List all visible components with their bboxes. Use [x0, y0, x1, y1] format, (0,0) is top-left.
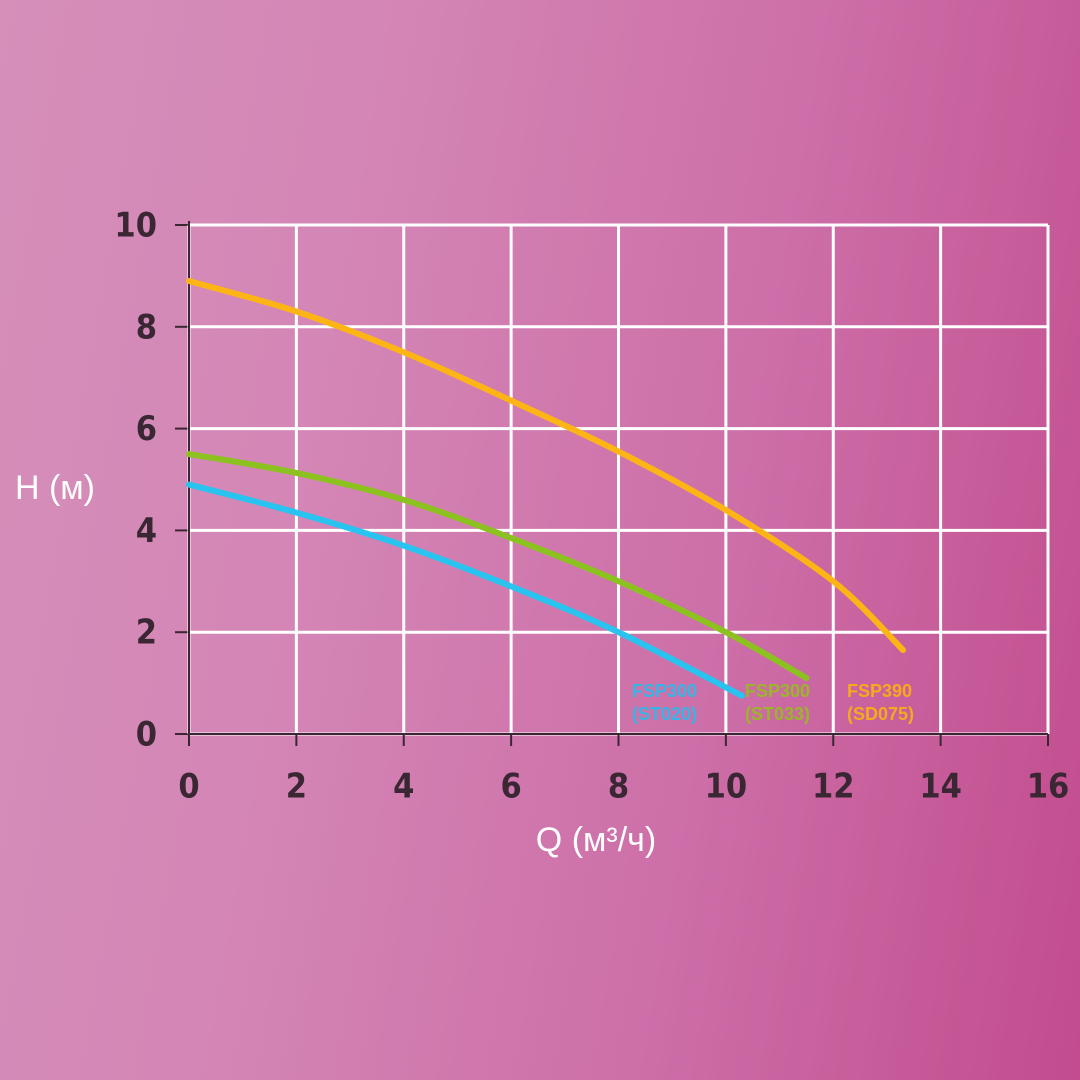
x-tick-label: 16: [1027, 767, 1070, 807]
legend-label: FSP390 (SD075): [847, 681, 915, 724]
y-tick-label: 10: [114, 206, 157, 246]
x-tick-label: 14: [919, 767, 962, 807]
y-tick-label: 4: [136, 511, 157, 551]
y-tick-label: 8: [136, 307, 157, 347]
x-tick-label: 2: [286, 767, 307, 807]
curve: [186, 451, 810, 682]
y-tick-label: 2: [136, 613, 157, 653]
curve: [186, 277, 907, 654]
x-tick-label: 12: [812, 767, 855, 807]
legend-label: FSP300 (ST033): [745, 681, 811, 724]
curve: [186, 481, 745, 699]
y-tick-label: 6: [136, 409, 157, 449]
x-tick-label: 0: [178, 767, 199, 807]
x-tick-label: 4: [393, 767, 414, 807]
legend-label: FSP300 (ST020): [632, 681, 698, 724]
x-tick-label: 8: [608, 767, 629, 807]
y-axis-title: H (м): [15, 469, 95, 507]
x-axis-title: Q (м³/ч): [536, 821, 656, 859]
x-tick-label: 6: [500, 767, 521, 807]
y-tick-label: 0: [136, 715, 157, 755]
x-tick-label: 10: [705, 767, 748, 807]
